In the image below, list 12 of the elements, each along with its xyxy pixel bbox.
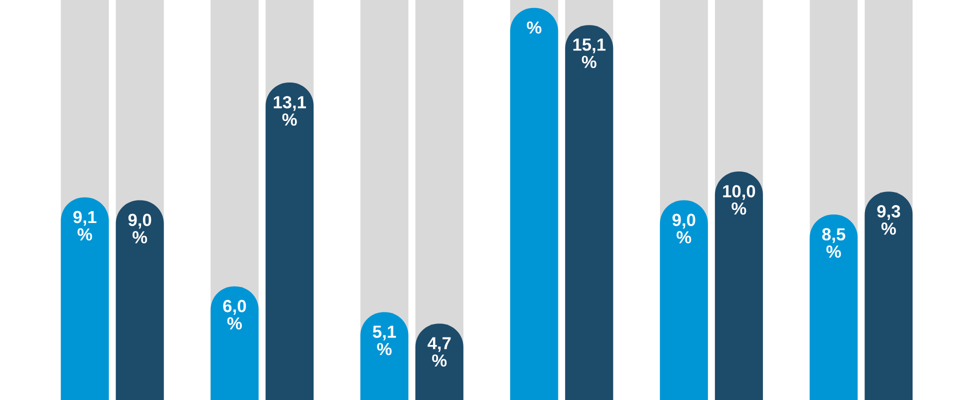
data-label: 5,1 % [372,326,396,356]
data-label: 9,1 % [73,210,96,240]
data-label: 15,1 % [573,38,606,68]
data-label: 4,7 % [428,337,451,367]
data-label: 8,5 % [822,228,846,258]
data-label: 13,1 % [274,96,306,126]
data-label: % [526,21,542,34]
data-label: 9,0 % [672,214,696,244]
data-label: 10,0 % [723,185,756,215]
data-label: 6,0 % [223,300,246,330]
data-label: 9,3 % [877,205,900,235]
data-label: 9,0 % [128,214,152,244]
